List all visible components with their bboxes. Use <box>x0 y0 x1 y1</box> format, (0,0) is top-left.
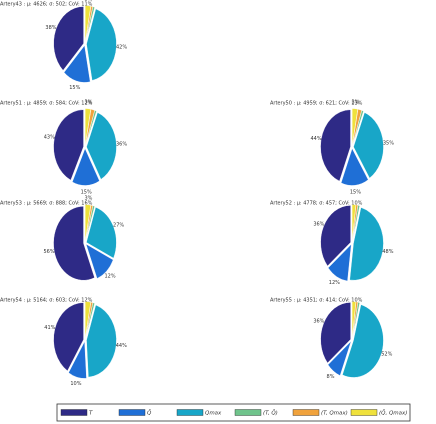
slice-label: 52% <box>381 351 392 357</box>
pie-slice <box>84 5 91 43</box>
slice-label: 36% <box>116 142 127 148</box>
chart-title: Artery53 : μ: 5669; σ: 888; CoV: 16% <box>0 201 93 207</box>
legend-swatch <box>176 409 204 416</box>
slice-label: 15% <box>81 190 92 196</box>
pie-slice <box>86 112 117 180</box>
legend-label: (Q̄, Qmax) <box>379 409 407 416</box>
slice-label: 3% <box>351 100 359 106</box>
slice-label: 15% <box>350 189 361 195</box>
chart-title: Artery52 : μ: 4778; σ: 457; CoV: 10% <box>270 201 363 207</box>
slice-label: 12% <box>104 273 115 279</box>
slice-label: 38% <box>45 25 56 31</box>
slice-label: 36% <box>313 318 324 324</box>
pie-slice <box>85 108 95 146</box>
slice-label: 42% <box>116 44 127 50</box>
legend-swatch <box>234 409 262 416</box>
pie-slice <box>351 301 357 339</box>
legend: T Q̄ Qmax (T, Q̄) (T, Qmax) (Q̄, Qmax) <box>60 409 407 416</box>
slice-label: 3% <box>84 0 92 3</box>
legend-label: (T, Qmax) <box>321 410 348 416</box>
pie-slice <box>327 341 352 376</box>
pie-slice <box>320 302 351 364</box>
pie-slice <box>53 206 95 281</box>
slice-label: 12% <box>329 280 340 286</box>
slice-label: 43% <box>44 135 55 141</box>
pie-slice <box>327 243 352 282</box>
pie-slice <box>320 109 351 182</box>
legend-label: (T, Q̄) <box>263 409 278 416</box>
pie-slice <box>320 205 351 267</box>
legend-label: T <box>89 410 93 416</box>
pie-slice <box>63 44 91 83</box>
legend-box <box>56 403 411 422</box>
chart-title: Artery50 : μ: 4959; σ: 621; CoV: 13% <box>270 101 363 107</box>
slice-label: 27% <box>113 223 124 229</box>
pie-slice <box>53 6 84 71</box>
pie-slice <box>86 304 117 378</box>
pie-slice <box>353 112 384 179</box>
chart-title: Artery55 : μ: 4351; σ: 414; CoV: 10% <box>270 298 363 304</box>
legend-label: Qmax <box>205 410 222 416</box>
pie-slice <box>342 304 384 378</box>
pie-slice <box>86 8 117 81</box>
slice-label: 15% <box>69 85 80 91</box>
pie-slice <box>84 204 91 242</box>
legend-swatch <box>118 409 146 416</box>
pie-slice <box>84 108 91 146</box>
pie-slice <box>85 243 114 279</box>
slice-label: 10% <box>70 381 81 387</box>
slice-label: 41% <box>44 325 55 331</box>
slice-label: 35% <box>383 140 394 146</box>
slice-label: 44% <box>116 343 127 349</box>
pie-slice <box>340 147 369 186</box>
pie-slice <box>84 301 91 339</box>
slice-label: 48% <box>382 249 393 255</box>
legend-label: Q̄ <box>147 409 152 416</box>
legend-swatch <box>350 409 378 416</box>
pie-slice <box>351 204 357 242</box>
pie-slice <box>349 207 384 281</box>
chart-title: Artery43 : μ: 4626; σ: 502; CoV: 11% <box>0 2 93 8</box>
pie-slice <box>352 108 362 146</box>
pie-slice <box>53 302 84 372</box>
pie-slice <box>72 147 100 186</box>
pie-slice <box>86 206 117 259</box>
chart-title: Artery54 : μ: 5164; σ: 603; CoV: 12% <box>0 298 93 304</box>
pie-slice <box>53 109 84 181</box>
slice-label: 36% <box>313 221 324 227</box>
chart-title: Artery51 : μ: 4859; σ: 584; CoV: 12% <box>0 101 93 107</box>
slice-label: 8% <box>327 374 335 380</box>
slice-label: 44% <box>310 136 321 142</box>
pie-slice <box>351 108 358 146</box>
slice-label: 3% <box>84 196 92 202</box>
legend-swatch <box>60 409 88 416</box>
slice-label: 3% <box>84 100 92 106</box>
legend-swatch <box>292 409 320 416</box>
slice-label: 56% <box>43 249 54 255</box>
pie-slice <box>68 340 87 379</box>
